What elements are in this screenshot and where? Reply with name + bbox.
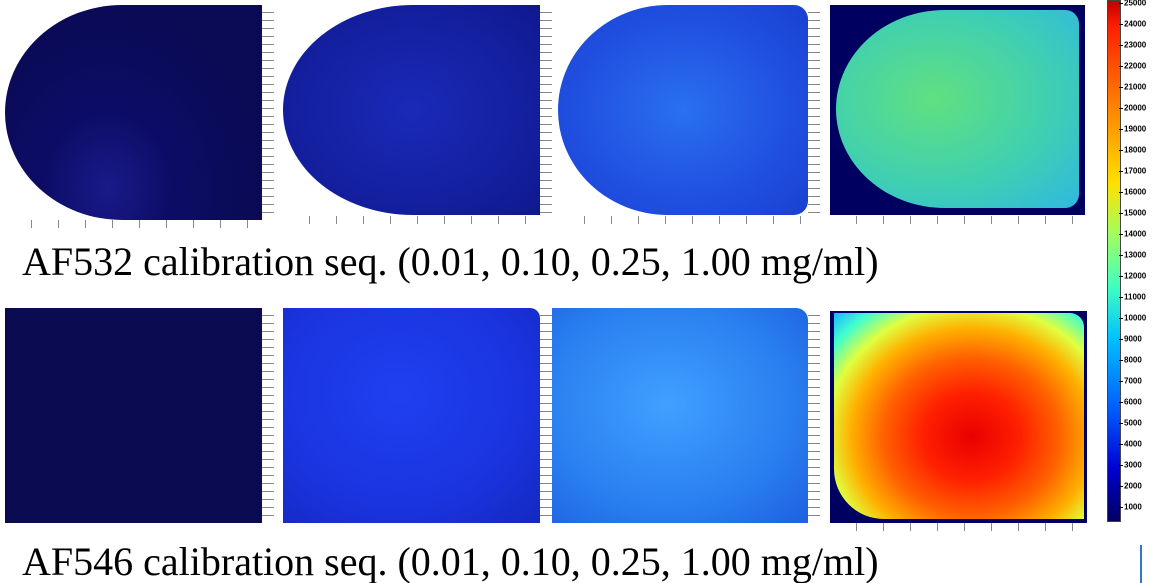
image-content <box>836 10 1079 208</box>
axis-strip <box>558 216 808 224</box>
colorbar-tick <box>1119 402 1123 403</box>
axis-strip <box>283 216 540 224</box>
colorbar-tick-label: 4000 <box>1124 440 1142 449</box>
image <box>5 5 262 220</box>
colorbar-tick <box>1119 360 1123 361</box>
colorbar-tick-label: 18000 <box>1124 146 1146 155</box>
colorbar-tick <box>1119 150 1123 151</box>
colorbar-tick <box>1119 87 1123 88</box>
colorbar-tick-label: 3000 <box>1124 461 1142 470</box>
colorbar-tick-label: 17000 <box>1124 167 1146 176</box>
slide: AF532 calibration seq. (0.01, 0.10, 0.25… <box>0 0 1154 583</box>
colorbar-tick <box>1119 192 1123 193</box>
colorbar-tick-label: 21000 <box>1124 83 1146 92</box>
colorbar-tick <box>1119 423 1123 424</box>
colorbar-tick <box>1119 276 1123 277</box>
colorbar-tick-label: 9000 <box>1124 335 1142 344</box>
colorbar-tick <box>1119 339 1123 340</box>
colorbar-tick <box>1119 381 1123 382</box>
colorbar-tick <box>1119 213 1123 214</box>
colorbar-tick <box>1119 45 1123 46</box>
colorbar-tick <box>1119 297 1123 298</box>
colorbar-tick-label: 13000 <box>1124 251 1146 260</box>
axis-strip <box>5 220 262 228</box>
colorbar-tick-label: 14000 <box>1124 230 1146 239</box>
colorbar-tick <box>1119 465 1123 466</box>
colorbar-tick <box>1119 108 1123 109</box>
colorbar-tick-label: 5000 <box>1124 419 1142 428</box>
colorbar-tick <box>1119 24 1123 25</box>
colorbar-tick-label: 6000 <box>1124 398 1142 407</box>
colorbar-tick <box>1119 3 1123 4</box>
image <box>283 308 540 523</box>
colorbar-tick-label: 7000 <box>1124 377 1142 386</box>
colorbar-tick <box>1119 507 1123 508</box>
colorbar-tick-label: 22000 <box>1124 62 1146 71</box>
axis-strip <box>540 308 552 523</box>
colorbar-tick-label: 10000 <box>1124 314 1146 323</box>
axis-strip <box>808 308 820 523</box>
caption: AF546 calibration seq. (0.01, 0.10, 0.25… <box>22 538 879 583</box>
colorbar-tick-label: 12000 <box>1124 272 1146 281</box>
colorbar-tick <box>1119 486 1123 487</box>
colorbar-tick <box>1119 255 1123 256</box>
image <box>558 5 808 215</box>
colorbar-tick-label: 2000 <box>1124 482 1142 491</box>
colorbar-tick-label: 16000 <box>1124 188 1146 197</box>
divider <box>1140 545 1142 583</box>
colorbar-tick-label: 1000 <box>1124 503 1142 512</box>
axis-strip <box>540 5 552 215</box>
colorbar-tick-label: 15000 <box>1124 209 1146 218</box>
colorbar-tick <box>1119 129 1123 130</box>
image <box>283 5 540 215</box>
axis-strip <box>808 5 820 215</box>
colorbar-tick-label: 20000 <box>1124 104 1146 113</box>
image-content <box>834 313 1084 519</box>
colorbar-tick-label: 19000 <box>1124 125 1146 134</box>
colorbar-tick-label: 24000 <box>1124 20 1146 29</box>
colorbar-tick-label: 11000 <box>1124 293 1146 302</box>
colorbar-tick <box>1119 234 1123 235</box>
axis-strip <box>262 5 274 220</box>
axis-strip <box>830 523 1087 531</box>
colorbar-tick <box>1119 318 1123 319</box>
axis-strip <box>262 308 274 523</box>
image <box>552 308 808 523</box>
colorbar-tick <box>1119 444 1123 445</box>
colorbar-tick-label: 8000 <box>1124 356 1142 365</box>
colorbar-tick-label: 25000 <box>1124 0 1146 8</box>
colorbar-tick <box>1119 66 1123 67</box>
caption: AF532 calibration seq. (0.01, 0.10, 0.25… <box>22 238 879 285</box>
colorbar-tick <box>1119 171 1123 172</box>
image <box>5 308 262 523</box>
axis-strip <box>830 216 1085 224</box>
colorbar-tick-label: 23000 <box>1124 41 1146 50</box>
